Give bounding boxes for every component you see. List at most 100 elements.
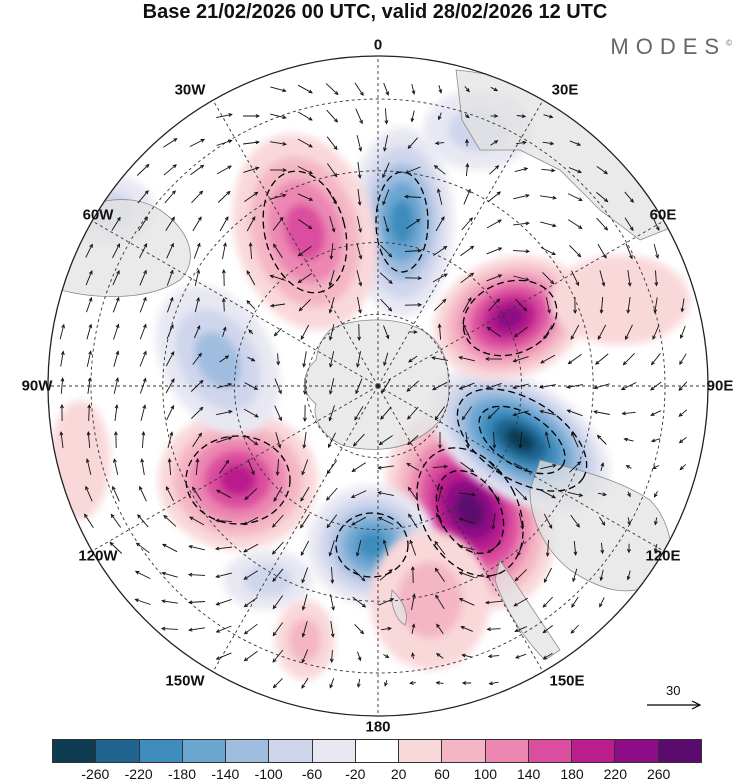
- wind-vector: [621, 411, 636, 416]
- wind-vector: [380, 244, 393, 258]
- wind-vector: [627, 517, 632, 526]
- wind-vector: [161, 571, 178, 578]
- wind-vector: [568, 167, 582, 174]
- colorbar-swatch: [226, 740, 270, 762]
- south-pole-marker: [376, 384, 380, 388]
- wind-vector: [135, 542, 150, 554]
- wind-vector: [599, 270, 606, 287]
- wind-vector: [298, 219, 313, 230]
- wind-vector: [85, 485, 93, 502]
- wind-vector: [272, 216, 284, 231]
- wind-vector: [569, 244, 582, 258]
- wind-vector: [540, 489, 557, 499]
- wind-vector: [243, 114, 261, 118]
- wind-vector: [408, 513, 418, 529]
- anomaly-level: [288, 618, 322, 662]
- wind-vector: [486, 326, 501, 337]
- longitude-label: 90E: [706, 377, 734, 395]
- wind-vector: [215, 598, 232, 606]
- wind-vector: [459, 492, 476, 497]
- wind-vector: [433, 245, 448, 256]
- wind-vector: [194, 296, 200, 313]
- wind-vector: [273, 243, 283, 258]
- graticule: [48, 56, 708, 716]
- anomaly-blob: [50, 400, 110, 520]
- wind-vector: [464, 114, 470, 119]
- wind-vector: [513, 221, 530, 226]
- wind-vector: [383, 325, 390, 340]
- anomaly-level: [390, 200, 414, 244]
- wind-vector: [515, 653, 527, 659]
- wind-vector: [627, 491, 631, 498]
- wind-vector: [544, 431, 551, 448]
- wind-vector: [650, 381, 662, 391]
- wind-vector: [487, 654, 500, 659]
- wind-vector: [438, 85, 443, 94]
- wind-vector: [434, 567, 445, 582]
- wind-vector: [219, 459, 230, 474]
- wind-vector: [542, 271, 555, 285]
- wind-vector: [486, 219, 502, 229]
- wind-vector: [215, 572, 232, 579]
- wind-vector: [596, 166, 609, 175]
- wind-vector: [60, 350, 65, 367]
- wind-vector: [490, 114, 499, 118]
- wind-vector: [458, 571, 475, 579]
- wind-vector: [189, 516, 205, 526]
- wind-vector: [350, 490, 367, 498]
- colorbar-swatch: [139, 740, 183, 762]
- wind-vector: [273, 486, 283, 502]
- wind-vector: [272, 622, 284, 637]
- wind-vector: [542, 625, 553, 634]
- wind-vector: [406, 380, 420, 392]
- wind-vector: [166, 242, 174, 259]
- wind-vector: [625, 243, 633, 260]
- wind-vector: [458, 517, 475, 525]
- wind-vector: [435, 216, 445, 232]
- wind-vector: [516, 114, 527, 119]
- wind-vector: [484, 600, 503, 605]
- wind-vector: [518, 513, 524, 530]
- wind-vector: [272, 568, 284, 583]
- wind-vector: [166, 324, 174, 340]
- wind-vector: [247, 356, 256, 362]
- wind-vector: [403, 194, 422, 199]
- wind-vector: [570, 324, 580, 341]
- longitude-label: 120E: [645, 547, 681, 565]
- wind-vector: [543, 567, 553, 584]
- wind-vector: [328, 540, 335, 557]
- wind-vector: [138, 216, 148, 231]
- wind-vector: [599, 516, 606, 526]
- wind-vector: [516, 140, 527, 145]
- wind-vector: [187, 572, 206, 577]
- wind-vector: [382, 539, 389, 556]
- wind-vector: [328, 270, 335, 287]
- colorbar-tick-label: -140: [211, 766, 240, 782]
- wind-vector: [627, 270, 632, 287]
- wind-vector: [165, 350, 175, 367]
- wind-vector: [139, 323, 147, 340]
- wind-vector: [164, 190, 176, 204]
- wind-vector: [60, 377, 65, 394]
- wind-vector: [354, 82, 364, 97]
- wind-vector: [410, 110, 415, 123]
- wind-vector: [484, 356, 503, 361]
- wind-vector: [597, 492, 608, 497]
- wind-vector: [571, 270, 579, 287]
- wind-vector: [543, 324, 553, 340]
- wind-vector: [356, 135, 363, 152]
- anomaly-level: [194, 332, 242, 388]
- wind-vector: [458, 382, 475, 390]
- longitude-label: 120W: [78, 547, 118, 565]
- wind-vector: [487, 407, 501, 420]
- wind-vector: [84, 513, 94, 528]
- wind-vector: [215, 625, 232, 633]
- wind-vector: [167, 431, 174, 448]
- colorbar-swatch: [572, 740, 616, 762]
- colorbar-tick-label: 60: [434, 766, 450, 782]
- longitude-label: 150E: [549, 672, 585, 690]
- colorbar-swatch: [96, 740, 140, 762]
- wind-vector: [188, 544, 205, 551]
- wind-vector: [594, 353, 609, 365]
- wind-vector: [216, 113, 233, 119]
